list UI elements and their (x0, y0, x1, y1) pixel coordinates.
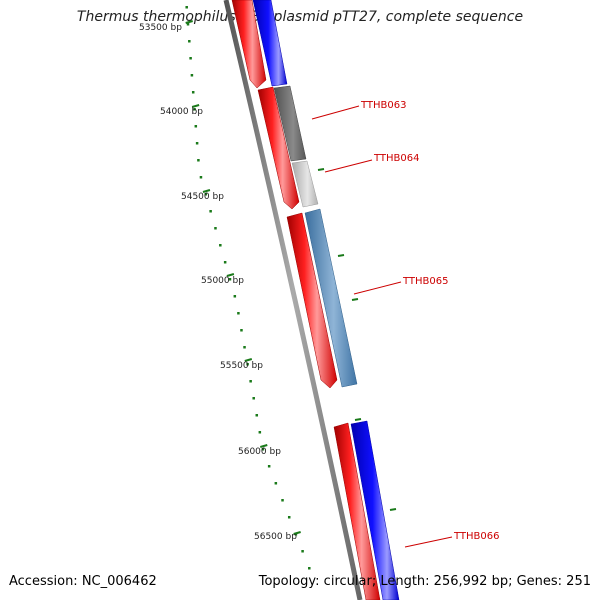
ruler-dot (214, 227, 217, 230)
leader-line-tthb066 (404, 536, 453, 548)
ruler-dot (195, 142, 199, 145)
ruler-label-55500: 55500 bp (220, 361, 263, 371)
ruler-dot (249, 380, 252, 383)
ruler-dot (204, 193, 208, 196)
ruler-dot (261, 448, 265, 451)
ruler-major-tick (293, 531, 301, 535)
gene-label-tthb066: TTHB066 (453, 531, 500, 542)
ruler-dot (255, 414, 259, 417)
ruler-dot (252, 397, 255, 400)
gene-label-tthb063: TTHB063 (360, 100, 407, 111)
ruler-dot (191, 91, 195, 94)
ruler-dot (301, 550, 304, 553)
ruler-dot (243, 346, 246, 349)
ruler-major-tick (185, 20, 193, 24)
gene-block-top-blue (252, 0, 288, 87)
map-title: Thermus thermophilus HB8 plasmid pTT27, … (76, 9, 524, 25)
gene-label-tthb064: TTHB064 (373, 153, 420, 164)
forward-gene-top (231, 0, 267, 89)
ruler-dot (233, 295, 237, 298)
gene-block-tthb066 (350, 420, 400, 600)
map-summary-text: Topology: circular; Length: 256,992 bp; … (258, 574, 591, 589)
ruler-dot (267, 465, 271, 468)
gene-block-tthb065 (304, 208, 358, 388)
ruler-dot (258, 431, 262, 434)
ruler-dot (237, 312, 240, 315)
ruler-dot (274, 482, 278, 485)
ruler-scale (185, 6, 397, 570)
ruler-dot (219, 244, 222, 247)
ruler-label-56000: 56000 bp (238, 447, 281, 457)
gene-block-tthb064 (291, 160, 319, 208)
ruler-dot (246, 363, 249, 366)
ruler-dot (194, 125, 198, 128)
ruler-label-partial: 53500 bp (139, 23, 182, 33)
ruler-major-tick (202, 189, 211, 193)
accession-text: Accession: NC_006462 (9, 574, 157, 589)
ruler-dot (281, 499, 284, 502)
ruler-dot (190, 74, 194, 77)
backbone-line (223, 0, 363, 600)
leader-line-tthb065 (353, 281, 402, 295)
ruler-outer-tick (317, 168, 325, 171)
gene-block-tthb063 (273, 85, 307, 162)
ruler-dot (240, 329, 243, 332)
forward-gene-4 (333, 422, 381, 600)
ruler-dot (193, 108, 196, 111)
ruler-major-tick (244, 358, 253, 362)
ruler-dot (308, 567, 311, 570)
leader-line-tthb063 (311, 105, 360, 120)
ruler-label-54000: 54000 bp (160, 107, 203, 117)
ruler-label-56500: 56500 bp (254, 532, 297, 542)
ruler-dot (199, 176, 203, 179)
ruler-dot (185, 6, 188, 9)
ruler-dot (223, 261, 227, 264)
ruler-outer-tick (354, 418, 362, 421)
ruler-dot (209, 210, 212, 213)
ruler-dot (228, 278, 232, 281)
forward-gene-3 (286, 212, 338, 389)
gene-label-tthb065: TTHB065 (402, 276, 449, 287)
ruler-label-54500: 54500 bp (181, 192, 224, 202)
forward-gene-2 (257, 86, 300, 210)
ruler-major-tick (260, 444, 268, 448)
ruler-major-tick (226, 273, 235, 277)
ruler-major-tick (191, 104, 200, 108)
ruler-dot (189, 57, 192, 60)
ruler-label-55000: 55000 bp (201, 276, 244, 286)
ruler-outer-tick (337, 254, 345, 257)
ruler-dot (186, 23, 190, 26)
leader-line-tthb064 (324, 159, 373, 173)
ruler-outer-tick (389, 508, 397, 511)
ruler-dot (287, 516, 291, 519)
ruler-dot (188, 40, 191, 43)
ruler-dot (197, 159, 200, 162)
ruler-outer-tick (351, 298, 359, 301)
